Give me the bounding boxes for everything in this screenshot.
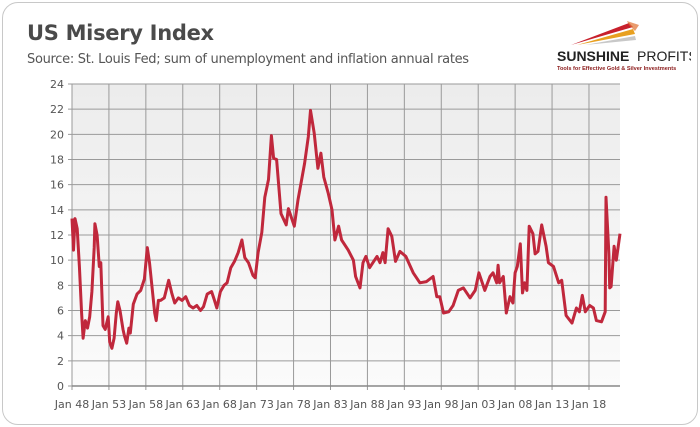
chart-subtitle: Source: St. Louis Fed; sum of unemployme… (27, 52, 469, 67)
svg-text:PROFITS: PROFITS (637, 48, 691, 64)
svg-text:SUNSHINE: SUNSHINE (557, 48, 629, 64)
x-tick-label: Jan 18 (571, 398, 606, 411)
x-tick-label: Jan 83 (312, 398, 347, 411)
x-tick-label: Jan 03 (460, 398, 495, 411)
x-tick-label: Jan 48 (54, 398, 89, 411)
x-tick-label: Jan 68 (201, 398, 236, 411)
y-tick-label: 6 (57, 305, 64, 318)
x-tick-label: Jan 93 (386, 398, 421, 411)
y-tick-label: 12 (50, 229, 64, 242)
x-tick-label: Jan 08 (497, 398, 532, 411)
x-tick-label: Jan 58 (128, 398, 163, 411)
x-tick-label: Jan 78 (275, 398, 310, 411)
chart-title: US Misery Index (27, 21, 214, 45)
y-tick-label: 16 (50, 179, 64, 192)
y-tick-label: 22 (50, 103, 64, 116)
y-tick-label: 0 (57, 380, 64, 393)
y-tick-label: 4 (57, 330, 64, 343)
y-tick-label: 20 (50, 128, 64, 141)
x-tick-label: Jan 53 (91, 398, 126, 411)
x-tick-label: Jan 13 (534, 398, 569, 411)
y-tick-label: 14 (50, 204, 64, 217)
y-tick-label: 2 (57, 355, 64, 368)
x-tick-label: Jan 98 (423, 398, 458, 411)
y-tick-label: 10 (50, 254, 64, 267)
y-tick-label: 18 (50, 154, 64, 167)
svg-text:Tools for Effective Gold & Sil: Tools for Effective Gold & Silver Invest… (557, 66, 676, 72)
sunshine-profits-logo: SUNSHINE PROFITS Tools for Effective Gol… (557, 21, 691, 72)
y-tick-label: 24 (50, 78, 64, 91)
x-tick-label: Jan 88 (349, 398, 384, 411)
x-tick-label: Jan 63 (165, 398, 200, 411)
x-tick-label: Jan 73 (238, 398, 273, 411)
series-line-misery-index (70, 108, 622, 350)
y-tick-label: 8 (57, 279, 64, 292)
